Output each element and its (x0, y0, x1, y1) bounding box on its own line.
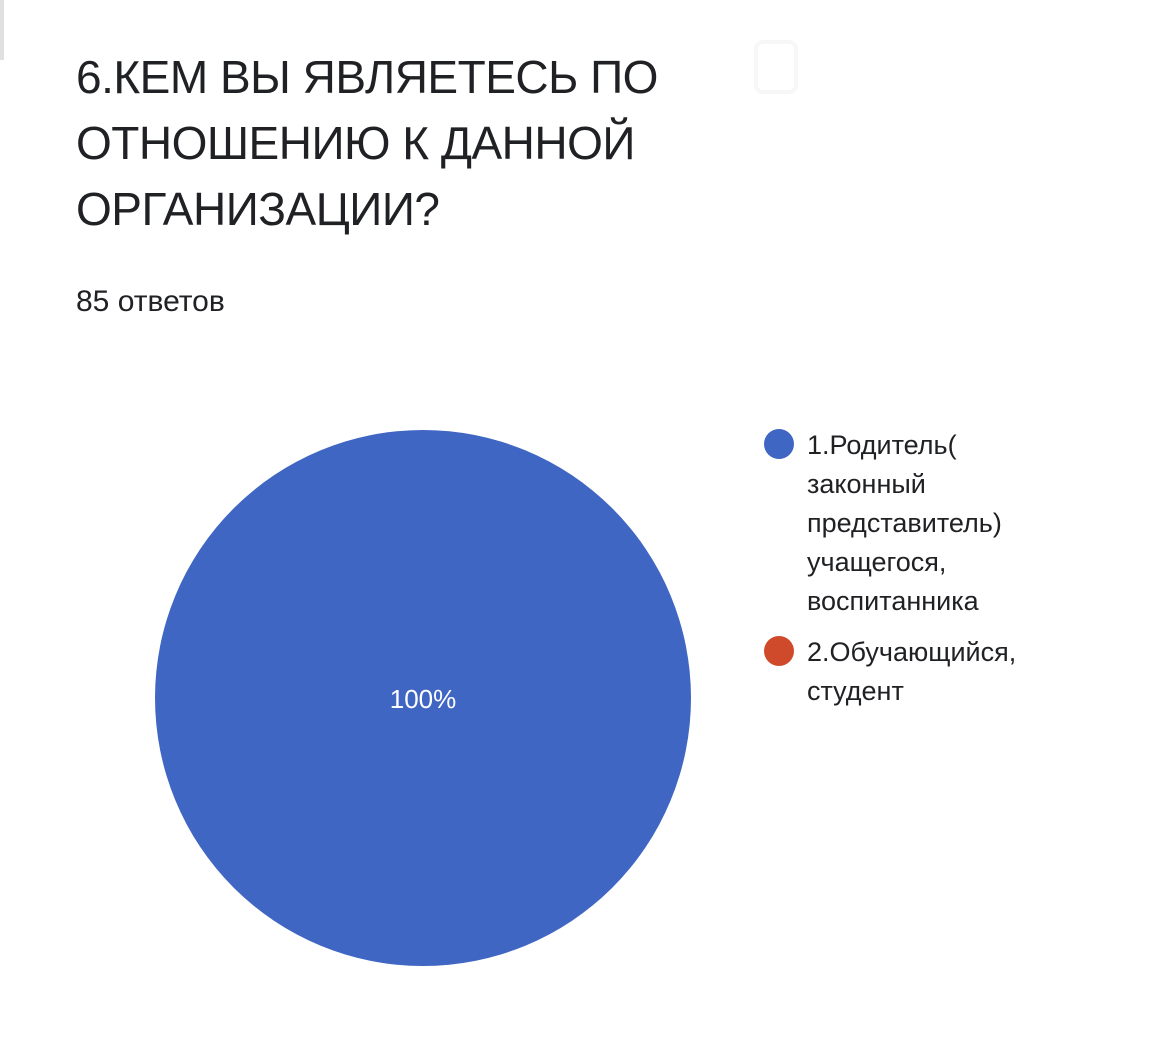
legend-item-parent[interactable]: 1.Родитель( законный представитель) учащ… (764, 426, 1054, 621)
legend-label-parent: 1.Родитель( законный представитель) учащ… (807, 430, 1002, 616)
response-count: 85 ответов (76, 285, 225, 318)
question-title: 6.КЕМ ВЫ ЯВЛЯЕТЕСЬ ПО ОТНОШЕНИЮ К ДАННОЙ… (76, 51, 658, 235)
legend-swatch-parent (764, 429, 794, 459)
pie-slice-label-parent: 100% (390, 684, 457, 714)
pie-slice-parent[interactable] (155, 430, 691, 966)
legend-swatch-student (764, 636, 794, 666)
legend-label-student: 2.Обучающийся, студент (807, 637, 1017, 706)
copy-icon-graphic (754, 40, 798, 94)
copy-icon[interactable] (752, 38, 804, 96)
legend-item-student[interactable]: 2.Обучающийся, студент (764, 633, 1054, 711)
chart-legend: 1.Родитель( законный представитель) учащ… (764, 426, 1054, 723)
card-edge (0, 0, 4, 60)
copy-icon-outline (754, 40, 798, 94)
